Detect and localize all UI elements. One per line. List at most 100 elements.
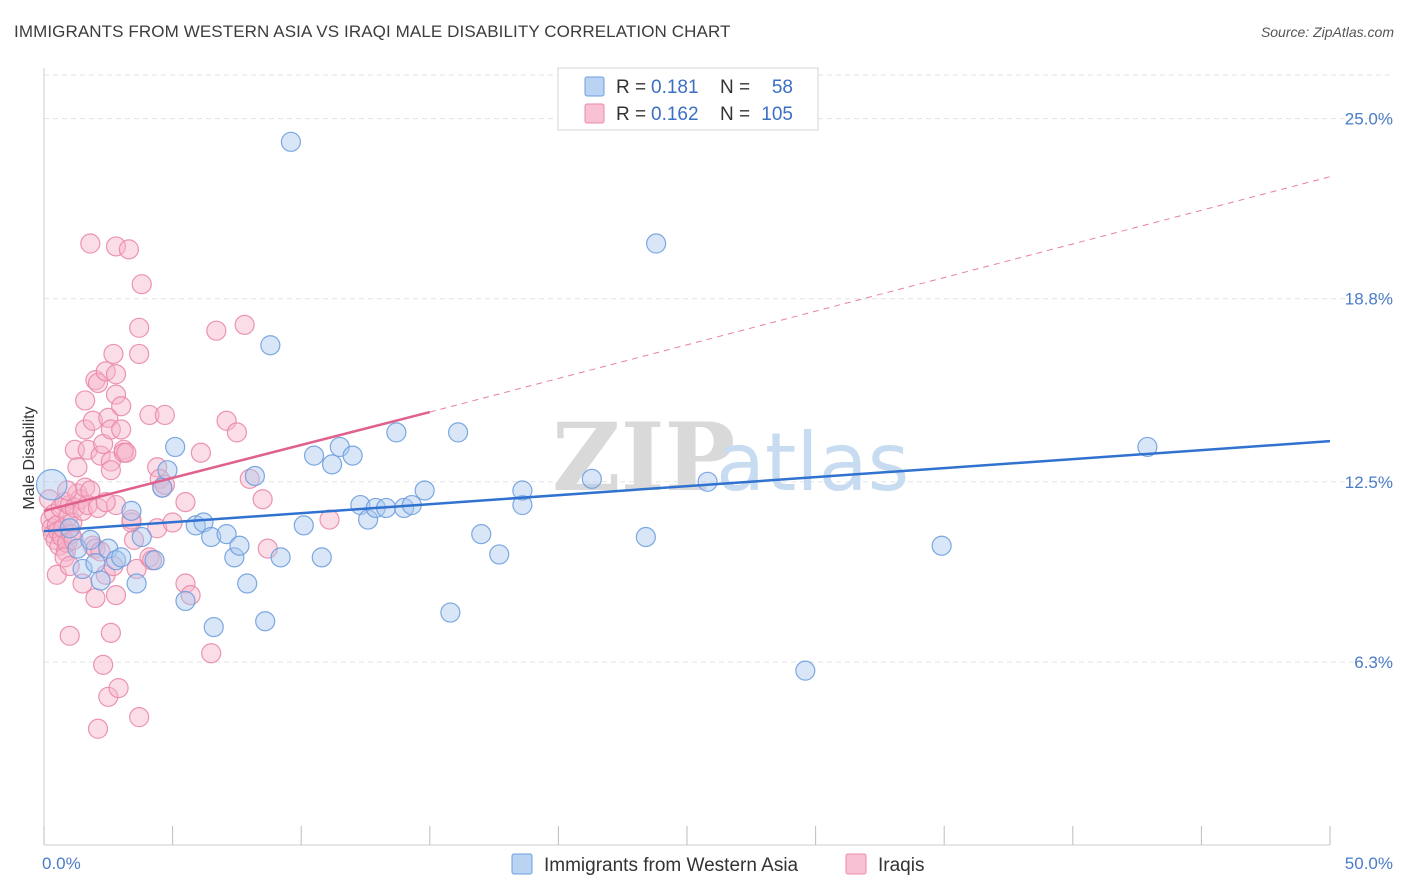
western-asia-point-28 <box>260 335 281 356</box>
iraqis-point-31 <box>75 390 96 411</box>
western-asia-trend-line <box>43 439 1331 533</box>
y-tick-label-0: 25.0% <box>1345 110 1393 129</box>
western-asia-point-30 <box>280 131 302 152</box>
legend-stats: R = 0.181 N = 58 R = 0.162 N = 105 <box>557 67 819 131</box>
western-asia-point-16 <box>165 436 186 458</box>
western-asia-point-23 <box>224 547 245 568</box>
western-asia-point-56 <box>931 535 952 556</box>
iraqis-point-90 <box>190 442 211 463</box>
iraqis-point-61 <box>105 236 127 257</box>
iraqis-point-39 <box>85 369 106 391</box>
iraqis-point-72 <box>126 558 147 580</box>
iraqis-point-91 <box>201 643 222 664</box>
legend-r-value-0: 0.181 <box>651 77 699 98</box>
legend-n-value-0: 58 <box>772 77 793 98</box>
western-asia-point-54 <box>697 471 718 492</box>
western-asia-point-32 <box>303 445 325 466</box>
iraqis-point-49 <box>98 686 119 707</box>
iraqis-point-23 <box>59 555 80 577</box>
western-asia-point-48 <box>489 544 510 565</box>
iraqis-point-63 <box>111 419 132 440</box>
iraqis-point-74 <box>129 317 150 338</box>
iraqis-point-97 <box>252 489 273 510</box>
western-asia-point-3 <box>72 558 93 580</box>
iraqis-point-62 <box>108 677 129 699</box>
western-asia-point-0 <box>35 468 68 501</box>
iraqis-trend-extension <box>429 176 1331 413</box>
iraqis-point-32 <box>77 439 98 460</box>
iraqis-point-51 <box>100 622 121 643</box>
western-asia-point-53 <box>646 233 667 254</box>
iraqis-point-60 <box>105 364 127 385</box>
western-asia-point-12 <box>126 573 147 594</box>
iraqis-point-76 <box>131 274 152 295</box>
legend-n-label-0: N = <box>720 77 750 98</box>
western-asia-point-20 <box>201 526 222 548</box>
iraqis-point-36 <box>82 410 103 431</box>
western-asia-point-26 <box>244 465 266 487</box>
iraqis-point-68 <box>118 239 139 260</box>
iraqis-point-43 <box>90 541 111 562</box>
western-asia-point-17 <box>175 590 196 612</box>
watermark-atlas: atlas <box>716 416 909 509</box>
trend-lines <box>43 176 1331 533</box>
iraqis-point-52 <box>100 419 121 440</box>
series-iraqis-points <box>39 233 340 739</box>
legend-label-0: Immigrants from Western Asia <box>544 855 799 876</box>
iraqis-point-59 <box>105 585 127 606</box>
iraqis-point-46 <box>93 654 114 675</box>
western-asia-point-45 <box>440 602 461 623</box>
western-asia-point-31 <box>293 515 314 536</box>
y-tick-label-1: 18.8% <box>1345 290 1393 309</box>
legend-stats-swatch-0 <box>584 76 605 97</box>
x-tick-label-1: 50.0% <box>1345 854 1393 873</box>
western-asia-point-46 <box>447 422 469 443</box>
western-asia-point-29 <box>270 547 291 568</box>
western-asia-point-36 <box>342 445 363 466</box>
iraqis-point-42 <box>87 718 109 739</box>
iraqis-point-93 <box>216 410 237 431</box>
legend-r-label-1: R = <box>616 104 646 125</box>
western-asia-point-9 <box>111 547 132 568</box>
iraqis-point-92 <box>206 320 227 341</box>
iraqis-point-87 <box>175 573 196 594</box>
iraqis-point-100 <box>59 625 80 646</box>
western-asia-point-50 <box>512 480 533 501</box>
iraqis-point-64 <box>111 396 132 417</box>
western-asia-point-11 <box>131 526 152 548</box>
tick-labels: 25.0% 18.8% 12.5% 6.3% 0.0% 50.0% Male Disabil… <box>21 110 1393 873</box>
iraqis-point-95 <box>234 314 255 335</box>
western-asia-point-41 <box>386 422 407 443</box>
western-asia-point-51 <box>581 468 602 489</box>
legend-label-1: Iraqis <box>878 855 924 876</box>
western-asia-point-6 <box>90 570 111 591</box>
western-asia-point-52 <box>635 526 656 548</box>
iraqis-point-99 <box>319 509 340 530</box>
western-asia-point-24 <box>229 535 250 556</box>
iraqis-point-75 <box>129 343 150 365</box>
legend-swatch-1 <box>845 853 867 875</box>
western-asia-point-4 <box>80 529 101 551</box>
iraqis-point-73 <box>129 707 150 728</box>
western-asia-point-49 <box>512 494 533 516</box>
axes <box>43 68 1331 846</box>
western-asia-point-10 <box>121 500 142 521</box>
western-asia-point-22 <box>216 523 237 545</box>
western-asia-point-33 <box>311 547 332 568</box>
western-asia-point-34 <box>321 454 343 475</box>
iraqis-point-40 <box>87 372 109 394</box>
legend-r-label-0: R = <box>616 77 646 98</box>
iraqis-trend-line <box>43 410 431 513</box>
western-asia-point-47 <box>471 523 492 545</box>
y-tick-label-3: 6.3% <box>1354 653 1393 672</box>
western-asia-point-25 <box>237 573 258 594</box>
iraqis-point-54 <box>100 460 121 481</box>
iraqis-point-88 <box>175 492 196 513</box>
western-asia-point-55 <box>795 660 816 681</box>
y-tick-label-2: 12.5% <box>1345 473 1393 492</box>
western-asia-point-57 <box>1137 436 1158 458</box>
series-western-asia-points <box>35 131 1158 681</box>
western-asia-point-42 <box>393 497 415 519</box>
